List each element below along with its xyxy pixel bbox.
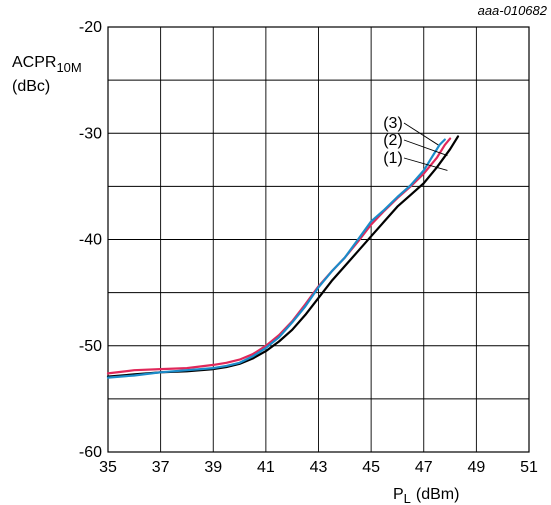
x-axis-label-sub: L bbox=[404, 491, 411, 505]
y-tick-label: -30 bbox=[79, 125, 102, 142]
legend-label: (1) bbox=[383, 150, 403, 167]
y-axis-label: ACPR10M bbox=[12, 54, 82, 75]
legend-labels: (3)(2)(1) bbox=[383, 115, 403, 167]
x-tick-label: 45 bbox=[362, 459, 380, 476]
legend-leader-lines bbox=[403, 122, 448, 171]
figure-reference: aaa-010682 bbox=[478, 3, 548, 18]
y-tick-label: -40 bbox=[79, 232, 102, 249]
x-tick-labels: 35 37 39 41 43 45 47 49 51 bbox=[99, 459, 538, 476]
y-axis-unit: (dBc) bbox=[12, 78, 50, 95]
x-tick-label: 43 bbox=[310, 459, 328, 476]
y-tick-labels: -20 -30 -40 -50 -60 bbox=[79, 19, 102, 461]
legend-label: (2) bbox=[383, 132, 403, 149]
y-tick-label: -60 bbox=[79, 444, 102, 461]
y-tick-label: -20 bbox=[79, 19, 102, 36]
x-tick-label: 47 bbox=[415, 459, 433, 476]
plot-frame bbox=[107, 26, 530, 453]
legend-label: (3) bbox=[383, 115, 403, 132]
x-tick-label: 35 bbox=[99, 459, 117, 476]
series-lines bbox=[106, 135, 460, 379]
x-tick-label: 41 bbox=[257, 459, 275, 476]
y-axis-label-sub: 10M bbox=[56, 60, 81, 75]
x-axis-label-main: P bbox=[393, 486, 404, 503]
x-tick-label: 37 bbox=[152, 459, 170, 476]
y-axis-label-main: ACPR bbox=[12, 54, 56, 71]
y-tick-label: -50 bbox=[79, 338, 102, 355]
legend-leader-line bbox=[403, 139, 448, 156]
legend-leader-line bbox=[403, 157, 448, 171]
x-axis-label-unit: (dBm) bbox=[416, 486, 460, 503]
x-axis-label: PL (dBm) bbox=[393, 486, 459, 505]
series-line bbox=[106, 138, 446, 379]
x-tick-label: 51 bbox=[520, 459, 538, 476]
x-tick-label: 49 bbox=[467, 459, 485, 476]
x-tick-label: 39 bbox=[204, 459, 222, 476]
legend-leader-line bbox=[403, 122, 439, 146]
grid bbox=[107, 26, 530, 453]
